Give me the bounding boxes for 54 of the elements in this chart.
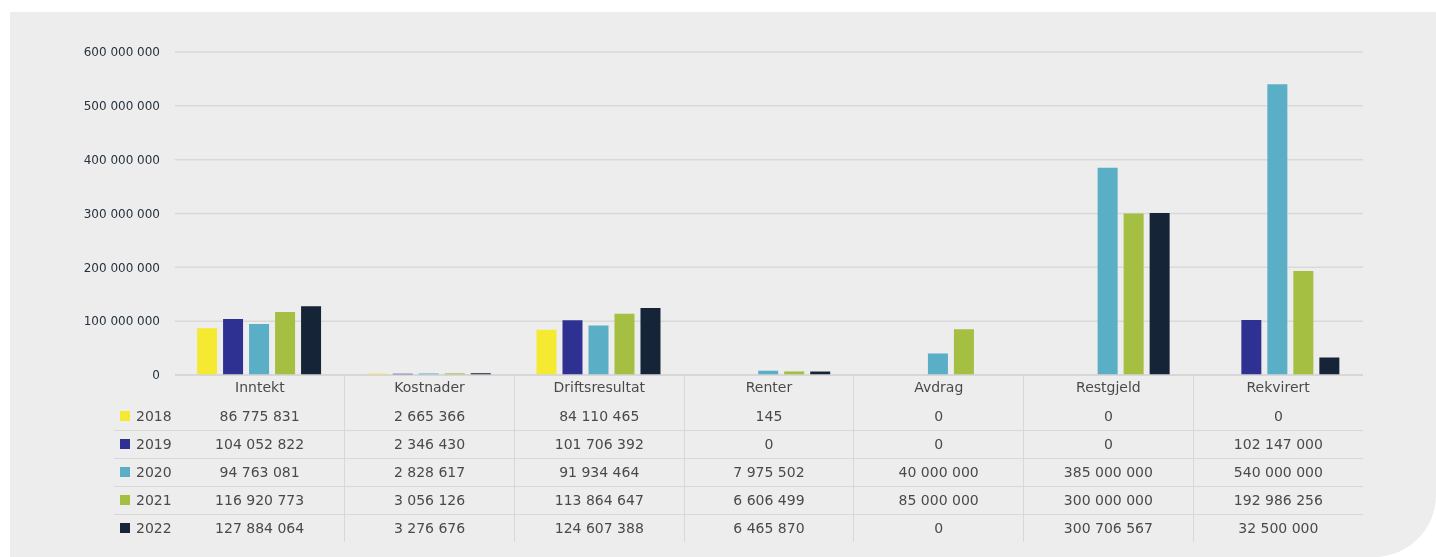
data-label: 116 920 773 [214, 491, 306, 510]
data-label: 104 052 822 [214, 435, 306, 454]
y-tick-label: 200 000 000 [83, 260, 160, 275]
y-tick-label: 100 000 000 [83, 314, 160, 329]
x-tick-label: Kostnader [394, 378, 466, 395]
x-tick-label: Rekvirert [1246, 378, 1311, 395]
data-label: 192 986 256 [1193, 486, 1363, 514]
legend-label: 2018 [136, 407, 172, 424]
data-label: 2 665 366 [344, 402, 515, 430]
data-label: 86 775 831 [218, 406, 301, 426]
data-label: 32 500 000 [1193, 514, 1363, 542]
data-label: 0 [1023, 402, 1194, 430]
x-tick-label: Renter [745, 378, 793, 395]
data-label: 0 [1023, 430, 1194, 458]
x-tick-label: Inntekt [235, 378, 286, 395]
data-label: 0 [853, 402, 1024, 430]
data-label: 85 000 000 [853, 486, 1024, 514]
data-label: 0 [853, 430, 1024, 458]
x-tick-label: Avdrag [914, 378, 964, 395]
y-tick-label: 400 000 000 [83, 152, 160, 167]
y-tick-label: 300 000 000 [83, 206, 160, 221]
legend-label: 2019 [136, 436, 172, 452]
legend-label: 2020 [136, 464, 172, 480]
data-label: 145 [684, 402, 854, 430]
data-label: 0 [684, 430, 854, 458]
data-label: 94 763 081 [218, 463, 301, 482]
data-label: 385 000 000 [1023, 458, 1194, 486]
data-label: 300 000 000 [1023, 486, 1194, 514]
y-tick-label: 0 [152, 368, 160, 383]
data-label: 540 000 000 [1193, 458, 1363, 486]
legend-label: 2021 [136, 492, 172, 508]
data-label: 102 147 000 [1193, 430, 1363, 458]
data-label: 3 276 676 [344, 514, 515, 542]
data-label: 3 056 126 [344, 486, 515, 514]
data-label: 124 607 388 [514, 514, 685, 542]
x-tick-label: Driftsresultat [553, 378, 646, 395]
data-label: 0 [853, 514, 1024, 542]
legend-label: 2022 [136, 520, 172, 537]
data-label: 84 110 465 [514, 402, 685, 430]
x-tick-label: Restgjeld [1076, 378, 1141, 395]
data-label: 300 706 567 [1023, 514, 1194, 542]
y-tick-label: 500 000 000 [83, 99, 160, 114]
data-label: 7 975 502 [684, 458, 854, 486]
data-label: 2 346 430 [344, 430, 515, 458]
data-label: 101 706 392 [514, 430, 685, 458]
data-label: 91 934 464 [514, 458, 685, 486]
data-label: 2 828 617 [344, 458, 515, 486]
data-label: 0 [1193, 402, 1363, 430]
data-label: 127 884 064 [214, 519, 306, 539]
data-label: 6 465 870 [684, 514, 854, 542]
data-label: 40 000 000 [853, 458, 1024, 486]
data-label: 6 606 499 [684, 486, 854, 514]
data-label: 113 864 647 [514, 486, 685, 514]
y-tick-label: 600 000 000 [83, 45, 160, 60]
